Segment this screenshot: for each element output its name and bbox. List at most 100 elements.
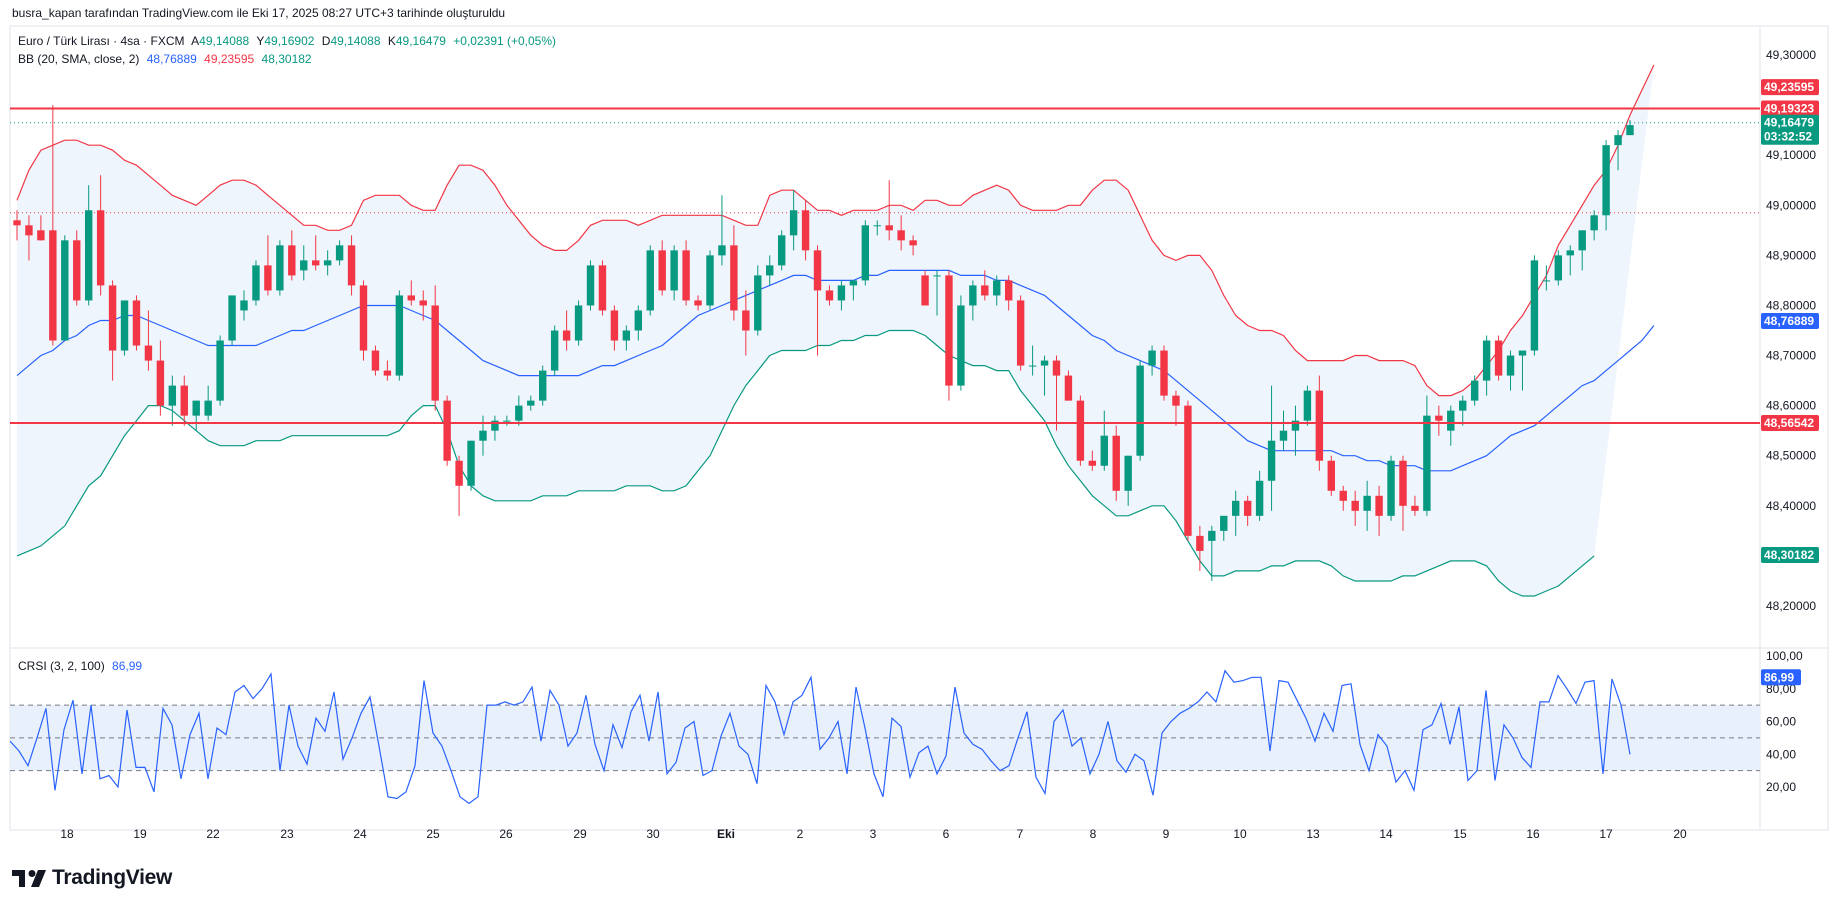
candle-body [933, 275, 941, 277]
candle-body [1411, 505, 1419, 511]
symbol-title: Euro / Türk Lirası · 4sa · FXCM [18, 34, 185, 48]
candle [598, 260, 607, 316]
candle [1363, 480, 1371, 531]
time-tick-label: 24 [353, 827, 367, 841]
price-tag: 49,23595 [1761, 79, 1819, 96]
candle [1566, 245, 1574, 276]
candle-body [1614, 135, 1622, 146]
candle [276, 240, 284, 296]
candle [1172, 390, 1180, 426]
candle [228, 295, 236, 346]
candle-body [825, 290, 834, 301]
candle-body [156, 360, 165, 406]
candle-body [276, 245, 284, 291]
candle-body [634, 310, 643, 331]
crsi-value: 86,99 [112, 659, 143, 673]
candle [1016, 295, 1025, 371]
candle-body [730, 245, 738, 311]
candle-body [1064, 375, 1073, 401]
candle [1291, 405, 1300, 456]
candle-body [1124, 455, 1132, 491]
candle [1279, 410, 1288, 451]
candle-body [1303, 390, 1312, 421]
candle [1196, 525, 1204, 571]
candle-body [1136, 365, 1144, 456]
candle [455, 455, 463, 516]
candle [945, 270, 953, 401]
candle-body [1399, 460, 1407, 506]
candle-body [288, 245, 296, 276]
candle-body [957, 305, 965, 386]
candle [694, 295, 702, 311]
time-tick-label: 16 [1526, 827, 1540, 841]
candle [682, 240, 690, 306]
candle-body [132, 300, 141, 346]
candle-body [1351, 500, 1359, 511]
candle-body [1459, 400, 1467, 411]
candle-body [1339, 490, 1347, 501]
candle-body [849, 280, 858, 286]
time-tick-label: 8 [1090, 827, 1097, 841]
time-tick-label: 29 [573, 827, 587, 841]
candle-body [1160, 350, 1168, 396]
price-tag: 48,76889 [1761, 313, 1819, 330]
candle-body [455, 460, 463, 486]
candle [1447, 405, 1455, 446]
candle [132, 295, 141, 351]
candle [407, 280, 415, 306]
candle [1243, 495, 1252, 526]
candle-body [1267, 440, 1276, 481]
candle [1208, 525, 1216, 581]
symbol-legend[interactable]: Euro / Türk Lirası · 4sa · FXCM A49,1408… [18, 34, 560, 48]
candle [467, 440, 475, 491]
candle-body [323, 260, 332, 266]
candle-body [252, 265, 260, 301]
candle-body [240, 300, 248, 311]
candle-body [1076, 400, 1085, 461]
candle-body [909, 240, 917, 246]
candle-body [168, 385, 177, 406]
candle [969, 280, 977, 321]
candle-body [562, 330, 571, 341]
tradingview-logo[interactable]: TradingView [12, 866, 172, 890]
candle-body [646, 250, 654, 311]
bb-legend[interactable]: BB (20, SMA, close, 2) 48,76889 49,23595… [18, 52, 316, 66]
candle [909, 235, 917, 256]
candle-body [1518, 350, 1527, 356]
candle [1004, 275, 1013, 311]
price-tick-label: 48,20000 [1766, 599, 1816, 613]
candle [1554, 250, 1563, 286]
candle [156, 340, 165, 416]
candle-body [670, 250, 678, 291]
time-tick-label: 20 [1673, 827, 1687, 841]
crsi-legend[interactable]: CRSI (3, 2, 100) 86,99 [18, 659, 146, 673]
candle-body [347, 245, 356, 286]
candle [144, 310, 153, 371]
crsi-tick-label: 40,00 [1766, 747, 1796, 761]
candle-body [1327, 460, 1336, 491]
price-tag-bg [1761, 100, 1819, 117]
candle-body [204, 400, 212, 416]
price-tag: 48,30182 [1761, 546, 1819, 563]
candle-body [897, 230, 905, 241]
tradingview-logo-icon [12, 869, 46, 887]
time-tick-label: 15 [1453, 827, 1467, 841]
candle-body [1363, 495, 1371, 511]
price-tag-label: 49,23595 [1764, 80, 1814, 94]
price-tag-label: 48,56542 [1764, 416, 1814, 430]
price-tag-label: 48,76889 [1764, 314, 1814, 328]
candle-body [443, 400, 451, 461]
candle [1351, 490, 1359, 526]
candle [885, 180, 893, 241]
crsi-tag-bg [1761, 669, 1801, 686]
candle [515, 395, 523, 426]
candle-body [1028, 365, 1037, 367]
countdown-label: 03:32:52 [1764, 130, 1812, 144]
candle [1267, 385, 1276, 511]
candle [503, 415, 511, 426]
candle [25, 215, 33, 261]
time-tick-label: 10 [1233, 827, 1247, 841]
candle [1255, 470, 1264, 521]
candle-body [1100, 435, 1108, 466]
